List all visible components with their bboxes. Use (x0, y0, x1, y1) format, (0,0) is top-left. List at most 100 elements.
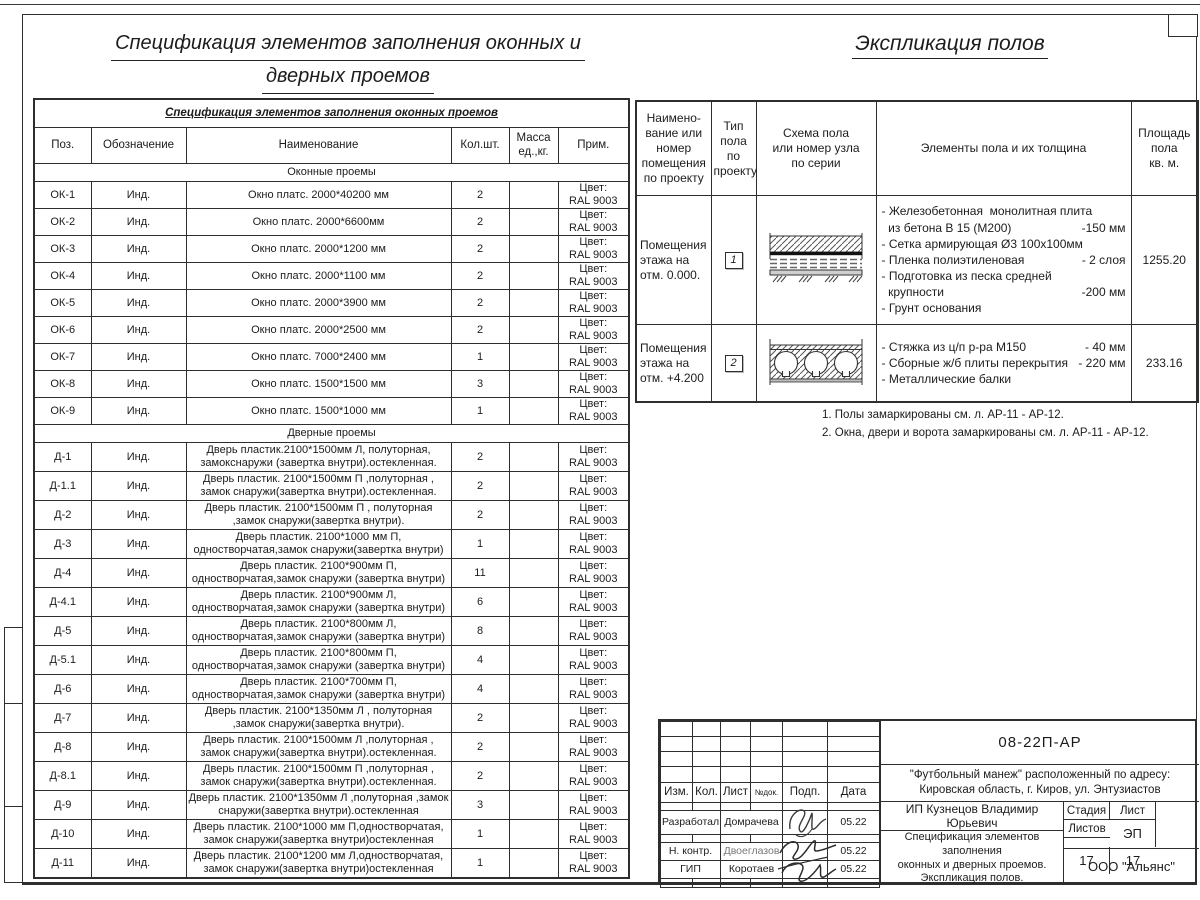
spec-cell-qty: 6 (450, 587, 510, 617)
spec-cell-sign: Инд. (90, 343, 187, 371)
signature-cell (782, 810, 828, 835)
revision-grid: Изм. Кол. Лист №док. Подп. Дата Разработ… (660, 721, 880, 888)
spec-cell-sign: Инд. (90, 316, 187, 344)
spec-cell-note: Цвет: RAL 9003 (557, 500, 630, 530)
spec-cell-qty: 2 (450, 703, 510, 733)
col-header-mass: Масса ед.,кг. (508, 127, 559, 164)
floors-table: Наимено- вание или номер помещения по пр… (635, 100, 1199, 403)
floor-element-text: - Подготовка из песка средней (881, 269, 1052, 284)
spec-cell-name: Дверь пластик. 2100*800мм П, одностворча… (185, 645, 452, 675)
floor-element-text: из бетона В 15 (М200) (881, 220, 1012, 235)
floor-element-line: - Грунт основания (882, 300, 1126, 316)
spec-cell-note: Цвет: RAL 9003 (557, 343, 630, 371)
floor-element-value: - 40 мм (1084, 339, 1126, 354)
floor-element-value: -200 мм (1081, 285, 1126, 300)
spec-cell-note: Цвет: RAL 9003 (557, 397, 630, 425)
spec-item-row: Д-3 Инд. Дверь пластик. 2100*1000 мм П, од… (33, 529, 630, 559)
sign-date: 05.22 (827, 860, 880, 879)
spec-item-row: Д-4.1 Инд. Дверь пластик. 2100*900мм Л, од… (33, 587, 630, 617)
col-header-note: Прим. (557, 127, 630, 164)
sign-name: Домрачева (720, 810, 783, 835)
spec-table-header-row: Поз. Обозначение Наименование Кол.шт. Ма… (33, 127, 630, 164)
sign-row-gip: ГИП Коротаев 05.22 (660, 860, 880, 879)
floor-element-text: - Сборные ж/б плиты перекрытия (881, 355, 1068, 370)
floors-title: Экспликация полов (820, 32, 1080, 59)
spec-cell-sign: Инд. (90, 674, 187, 704)
spec-cell-pos: Д-1 (33, 442, 92, 472)
floor-type-cell: 1 (710, 195, 757, 325)
floor-element-text: - Пленка полиэтиленовая (881, 252, 1025, 267)
margin-box (4, 702, 23, 808)
spec-cell-sign: Инд. (90, 761, 187, 791)
spec-cell-note: Цвет: RAL 9003 (557, 529, 630, 559)
spec-cell-pos: Д-2 (33, 500, 92, 530)
spec-cell-sign: Инд. (90, 529, 187, 559)
sign-name: Двоеглазов (720, 842, 783, 861)
spec-main-title: Спецификация элементов заполнения оконны… (88, 28, 608, 94)
spec-cell-name: Дверь пластик. 2100*800мм Л, одностворча… (185, 616, 452, 646)
spec-cell-pos: Д-4 (33, 558, 92, 588)
spec-cell-sign: Инд. (90, 790, 187, 820)
sign-date: 05.22 (827, 842, 880, 861)
spec-cell-name: Окно платс. 7000*2400 мм (185, 343, 452, 371)
spec-cell-mass (508, 558, 559, 588)
spec-cell-name: Окно платс. 1500*1000 мм (185, 397, 452, 425)
rev-empty-row (660, 802, 880, 811)
spec-cell-sign: Инд. (90, 848, 187, 879)
spec-cell-qty: 2 (450, 235, 510, 263)
floors-header-row: Наимено- вание или номер помещения по пр… (635, 100, 1199, 196)
spec-item-row: Д-5 Инд. Дверь пластик. 2100*800мм Л, одно… (33, 616, 630, 646)
spec-cell-qty: 3 (450, 370, 510, 398)
spec-cell-note: Цвет: RAL 9003 (557, 587, 630, 617)
spec-cell-note: Цвет: RAL 9003 (557, 181, 630, 209)
floor-element-text: - Металлические балки (881, 372, 1012, 387)
spec-cell-sign: Инд. (90, 500, 187, 530)
spec-cell-pos: Д-11 (33, 848, 92, 879)
spec-table-title: Спецификация элементов заполнения оконны… (165, 106, 498, 119)
spec-cell-note: Цвет: RAL 9003 (557, 262, 630, 290)
signature-cell (782, 860, 828, 879)
spec-cell-qty: 1 (450, 343, 510, 371)
spec-cell-name: Окно платс. 2000*1200 мм (185, 235, 452, 263)
spec-cell-name: Окно платс. 2000*40200 мм (185, 181, 452, 209)
floor-element-text: - Стяжка из ц/п р-ра М150 (881, 339, 1027, 354)
spec-cell-pos: Д-6 (33, 674, 92, 704)
floors-row-1: Помещения этажа на отм. 0.000. 1 (635, 195, 1199, 325)
spec-cell-mass (508, 529, 559, 559)
floor-element-line: - Сетка армирующая Ø3 100х100мм (882, 236, 1126, 252)
sign-name: Коротаев (720, 860, 783, 879)
floor-element-text: крупности (881, 285, 944, 300)
spec-cell-pos: ОК-7 (33, 343, 92, 371)
margin-box (4, 627, 23, 704)
spec-cell-mass (508, 289, 559, 317)
document-code: 08-22П-АР (881, 721, 1199, 765)
spec-cell-sign: Инд. (90, 181, 187, 209)
spec-cell-sign: Инд. (90, 819, 187, 849)
spec-main-title-line1: Спецификация элементов заполнения оконны… (111, 28, 585, 61)
spec-cell-qty: 2 (450, 289, 510, 317)
sign-role: ГИП (660, 860, 721, 879)
spec-item-row: ОК-3 Инд. Окно платс. 2000*1200 мм 2 Цвет: R… (33, 235, 630, 263)
project-address: "Футбольный манеж" расположенный по адре… (881, 765, 1199, 802)
spec-cell-sign: Инд. (90, 442, 187, 472)
floor-type-badge: 2 (724, 354, 743, 372)
spec-cell-note: Цвет: RAL 9003 (557, 703, 630, 733)
spec-cell-qty: 2 (450, 761, 510, 791)
spec-cell-note: Цвет: RAL 9003 (557, 558, 630, 588)
margin-box (4, 806, 23, 884)
floor-element-line: - Подготовка из песка средней (882, 268, 1126, 284)
spec-item-row: ОК-8 Инд. Окно платс. 1500*1500 мм 3 Цвет: R… (33, 370, 630, 398)
rev-col-doc: №док. (750, 782, 783, 803)
spec-item-row: Д-11 Инд. Дверь пластик. 2100*1200 мм Л,од… (33, 848, 630, 879)
spec-cell-qty: 2 (450, 316, 510, 344)
spec-cell-note: Цвет: RAL 9003 (557, 645, 630, 675)
spec-cell-name: Дверь пластик. 2100*1000 мм П,одностворч… (185, 819, 452, 849)
title-block: Изм. Кол. Лист №док. Подп. Дата Разработ… (658, 719, 1199, 888)
spec-cell-name: Дверь пластик. 2100*1500мм Л ,полуторная… (185, 732, 452, 762)
spec-cell-mass (508, 703, 559, 733)
rev-empty-row (660, 766, 880, 783)
spec-cell-sign: Инд. (90, 235, 187, 263)
spec-cell-name: Дверь пластик.2100*1500мм Л, полуторная,… (185, 442, 452, 472)
stage-header: Стадия (1064, 802, 1110, 820)
spec-cell-mass (508, 732, 559, 762)
